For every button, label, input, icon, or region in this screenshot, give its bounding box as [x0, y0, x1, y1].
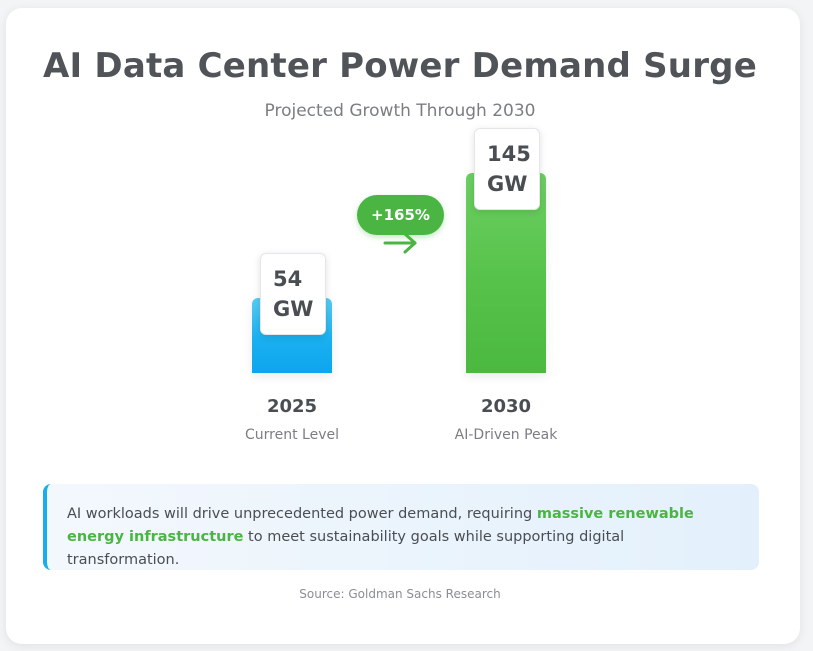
source-note: Source: Goldman Sachs Research — [299, 587, 501, 601]
growth-badge: +165% — [357, 195, 444, 235]
category-label-2030: 2030 — [480, 396, 532, 417]
category-description-2025: Current Level — [245, 427, 339, 443]
callout-text-after: to meet sustainability goals while suppo… — [67, 529, 625, 568]
value-label-line: 145 — [487, 142, 531, 166]
insight-callout: AI workloads will drive unprecedented po… — [43, 484, 759, 570]
chart-title: AI Data Center Power Demand Surge — [43, 46, 757, 86]
value-label-2030: 145 GW — [474, 128, 540, 210]
value-label-line: GW — [487, 172, 528, 196]
category-description-2030: AI-Driven Peak — [454, 427, 558, 443]
callout-highlight: massive renewable energy infrastructure — [67, 506, 694, 545]
value-label-line: GW — [273, 297, 314, 321]
chart-subtitle: Projected Growth Through 2030 — [264, 101, 536, 121]
callout-text-before: AI workloads will drive unprecedented po… — [67, 506, 537, 522]
arrow-right-icon — [383, 232, 417, 254]
category-label-2025: 2025 — [266, 396, 318, 417]
bar-chart: +165% 54 GW 2025 Current Level 145 GW 2030 AI-D… — [245, 128, 558, 443]
value-label-2025: 54 GW — [260, 253, 326, 335]
value-label-line: 54 — [273, 267, 303, 291]
